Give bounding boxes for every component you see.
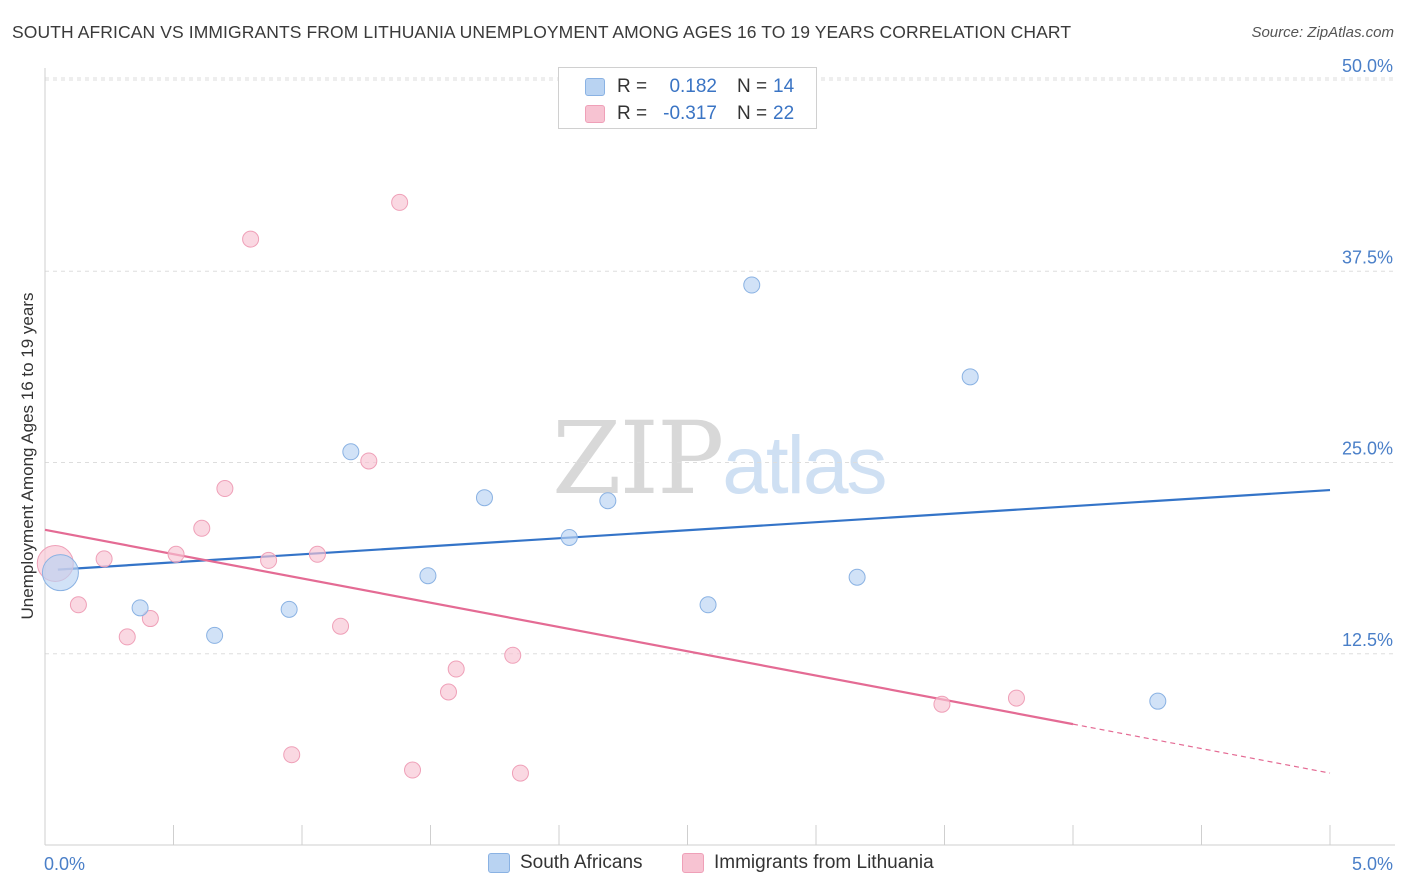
- legend-row-south-africans: R = 0.182 N = 14: [585, 75, 794, 99]
- point-south-africans: [41, 554, 79, 592]
- legend-n-value: 14: [773, 76, 795, 97]
- legend-n-label: N =: [737, 103, 768, 124]
- point-lithuania: [95, 550, 113, 568]
- legend-swatch-pink: [585, 105, 605, 123]
- trend-lines: [44, 488, 1331, 774]
- legend-r-value: 0.182: [669, 76, 717, 97]
- legend-label: South Africans: [520, 852, 643, 873]
- y-tick-label: 25.0%: [1342, 439, 1393, 459]
- point-south-africans: [475, 489, 493, 507]
- point-lithuania: [360, 452, 378, 470]
- watermark: ZIPatlas: [552, 400, 888, 517]
- point-south-africans: [743, 276, 761, 294]
- point-lithuania: [216, 480, 234, 498]
- legend-swatch-blue: [585, 78, 605, 96]
- point-lithuania: [1007, 689, 1025, 707]
- point-south-africans: [1149, 692, 1167, 710]
- point-south-africans: [699, 596, 717, 614]
- point-lithuania: [504, 646, 522, 664]
- point-lithuania: [69, 596, 87, 614]
- point-lithuania: [308, 545, 326, 563]
- x-tick-label: 5.0%: [1352, 854, 1393, 874]
- legend-r-label: R =: [617, 76, 648, 97]
- point-south-africans: [560, 528, 578, 546]
- legend-row-lithuania: R = -0.317 N = 22: [585, 102, 794, 126]
- y-tick-label: 50.0%: [1342, 56, 1393, 76]
- y-tick-label: 37.5%: [1342, 247, 1393, 267]
- point-lithuania: [933, 695, 951, 713]
- point-south-africans: [131, 599, 149, 617]
- point-lithuania: [193, 519, 211, 537]
- watermark-atlas: atlas: [722, 420, 887, 511]
- trend-line-south-africans: [57, 488, 1331, 571]
- source-label: Source: ZipAtlas.com: [1251, 24, 1394, 41]
- axes: [44, 68, 1395, 846]
- point-lithuania: [332, 617, 350, 635]
- tick-labels: 12.5% 25.0% 37.5% 50.0% 0.0% 5.0%: [44, 56, 1393, 874]
- point-south-africans: [599, 492, 617, 510]
- point-lithuania: [511, 764, 529, 782]
- point-south-africans: [419, 567, 437, 585]
- legend-item-south-africans: South Africans: [488, 852, 643, 874]
- chart-title: SOUTH AFRICAN VS IMMIGRANTS FROM LITHUAN…: [12, 22, 1072, 42]
- point-lithuania: [283, 746, 301, 764]
- point-lithuania: [439, 683, 457, 701]
- point-lithuania: [118, 628, 136, 646]
- point-south-africans: [848, 568, 866, 586]
- point-south-africans: [342, 443, 360, 461]
- point-lithuania: [447, 660, 465, 678]
- series-legend: South Africans Immigrants from Lithuania: [0, 852, 1406, 876]
- legend-swatch-blue: [488, 853, 510, 873]
- point-lithuania: [404, 761, 422, 779]
- legend-n-label: N =: [737, 76, 768, 97]
- point-south-africans: [280, 600, 298, 618]
- legend-swatch-pink: [682, 853, 704, 873]
- x-tick-label: 0.0%: [44, 854, 85, 874]
- point-lithuania: [391, 193, 409, 211]
- point-lithuania: [167, 545, 185, 563]
- y-tick-label: 12.5%: [1342, 630, 1393, 650]
- trend-line-lithuania: [44, 528, 1074, 726]
- legend-r-label: R =: [617, 103, 648, 124]
- watermark-zip: ZIP: [552, 400, 724, 517]
- point-lithuania: [260, 551, 278, 569]
- point-south-africans: [206, 626, 224, 644]
- legend-label: Immigrants from Lithuania: [714, 852, 934, 873]
- trend-line-lithuania-extension: [1072, 723, 1331, 774]
- point-lithuania: [141, 610, 159, 628]
- legend-item-lithuania: Immigrants from Lithuania: [682, 852, 934, 874]
- point-lithuania: [242, 230, 260, 248]
- legend-r-value: -0.317: [663, 103, 717, 124]
- legend-n-value: 22: [773, 103, 795, 124]
- point-south-africans: [961, 368, 979, 386]
- correlation-legend: R = 0.182 N = 14 R = -0.317 N = 22: [558, 67, 817, 129]
- data-points: [36, 193, 1167, 782]
